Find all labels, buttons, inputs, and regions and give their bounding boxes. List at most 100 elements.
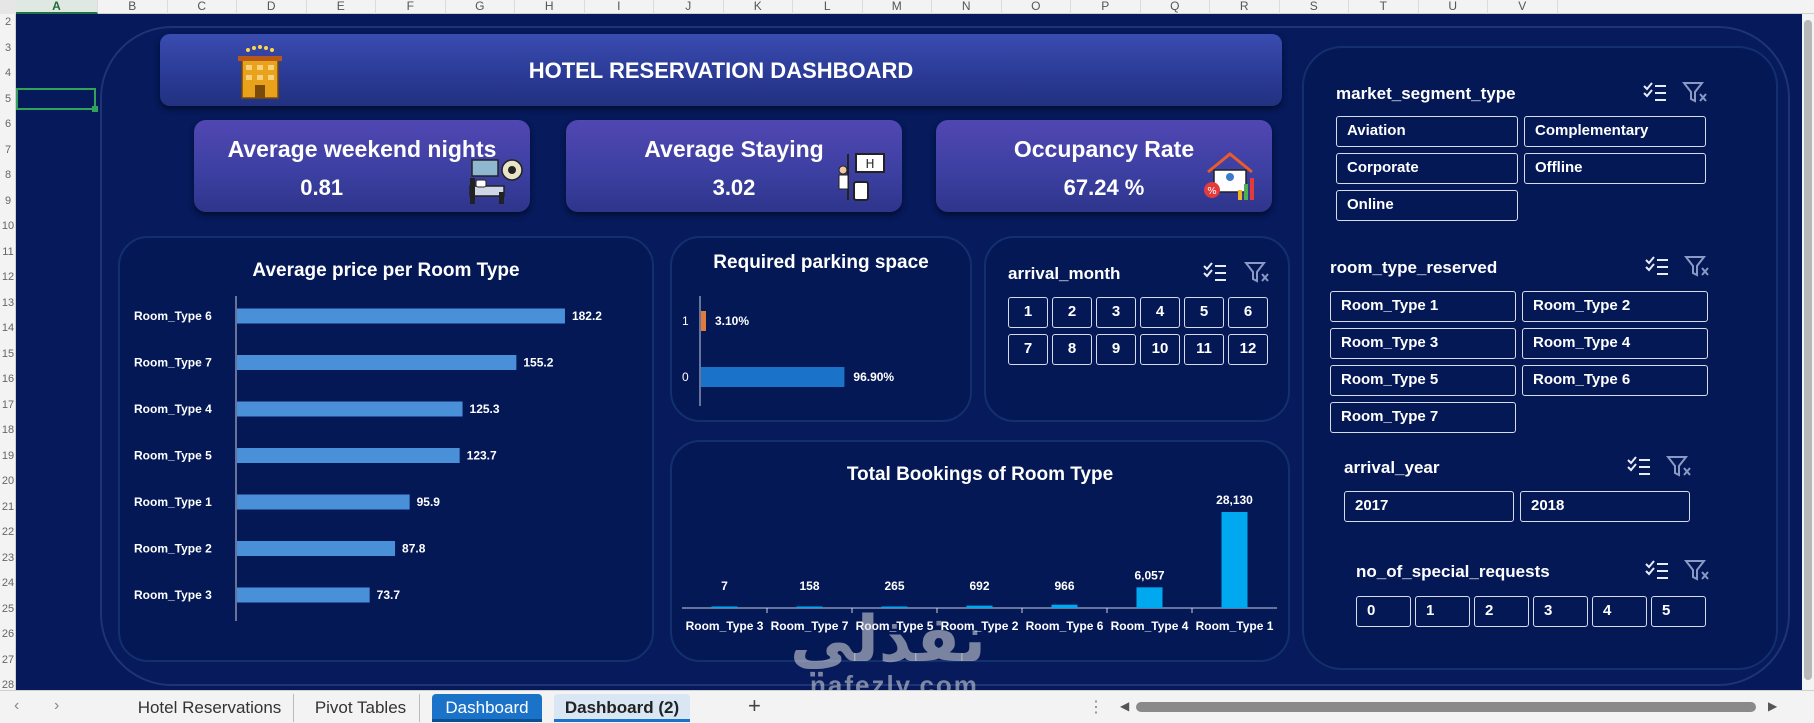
tab-dashboard[interactable]: Dashboard <box>432 694 542 722</box>
scroll-left-icon[interactable]: ◀ <box>1120 699 1130 713</box>
slicer-item-year-2018[interactable]: 2018 <box>1520 491 1690 522</box>
slicer-item-month-11[interactable]: 11 <box>1184 334 1224 365</box>
slicer-item-requests-5[interactable]: 5 <box>1651 596 1706 627</box>
column-header-n[interactable]: N <box>932 0 1002 14</box>
next-sheet-icon[interactable]: › <box>54 697 60 714</box>
slicer-item-requests-2[interactable]: 2 <box>1474 596 1529 627</box>
column-header-q[interactable]: Q <box>1141 0 1210 14</box>
slicer-item-month-5[interactable]: 5 <box>1184 297 1224 328</box>
row-header-24[interactable]: 24 <box>1 577 15 589</box>
row-header-9[interactable]: 9 <box>4 194 12 207</box>
clear-filter-icon[interactable] <box>1244 261 1270 283</box>
column-header-r[interactable]: R <box>1210 0 1280 14</box>
row-header-18[interactable]: 18 <box>1 424 15 436</box>
slicer-item-month-3[interactable]: 3 <box>1096 297 1136 328</box>
column-header-m[interactable]: M <box>863 0 932 14</box>
row-header-2[interactable]: 2 <box>4 16 12 28</box>
slicer-item-month-8[interactable]: 8 <box>1052 334 1092 365</box>
slicer-item-requests-1[interactable]: 1 <box>1415 596 1470 627</box>
row-header-27[interactable]: 27 <box>1 653 15 666</box>
row-header-8[interactable]: 8 <box>4 169 12 181</box>
slicer-item-segment-corporate[interactable]: Corporate <box>1336 153 1518 184</box>
row-header-25[interactable]: 25 <box>1 602 15 615</box>
multi-select-icon[interactable] <box>1202 261 1228 283</box>
row-header-14[interactable]: 14 <box>1 322 15 334</box>
column-header-h[interactable]: H <box>515 0 585 14</box>
selected-cell-a4[interactable] <box>16 88 98 112</box>
clear-filter-icon[interactable] <box>1682 81 1708 103</box>
slicer-item-month-4[interactable]: 4 <box>1140 297 1180 328</box>
row-header-10[interactable]: 10 <box>1 220 15 232</box>
column-header-f[interactable]: F <box>376 0 446 14</box>
vertical-scrollbar[interactable] <box>1802 14 1814 690</box>
slicer-item-requests-0[interactable]: 0 <box>1356 596 1411 627</box>
row-header-16[interactable]: 16 <box>1 373 15 385</box>
scroll-right-icon[interactable]: ▶ <box>1768 699 1778 713</box>
column-header-o[interactable]: O <box>1002 0 1071 14</box>
multi-select-icon[interactable] <box>1642 81 1668 103</box>
select-all-corner[interactable] <box>0 0 16 14</box>
row-header-28[interactable]: 28 <box>1 679 15 691</box>
column-header-b[interactable]: B <box>98 0 168 14</box>
slicer-item-month-9[interactable]: 9 <box>1096 334 1136 365</box>
row-header-19[interactable]: 19 <box>1 449 15 462</box>
multi-select-icon[interactable] <box>1644 255 1670 277</box>
slicer-item-segment-offline[interactable]: Offline <box>1524 153 1706 184</box>
slicer-item-room-type-5[interactable]: Room_Type 5 <box>1330 365 1516 396</box>
slicer-item-requests-3[interactable]: 3 <box>1533 596 1588 627</box>
slicer-item-month-7[interactable]: 7 <box>1008 334 1048 365</box>
row-header-12[interactable]: 12 <box>1 271 15 283</box>
more-options-icon[interactable]: ⋮ <box>1088 699 1104 716</box>
column-header-p[interactable]: P <box>1071 0 1141 14</box>
row-header-6[interactable]: 6 <box>4 118 12 130</box>
slicer-item-room-type-1[interactable]: Room_Type 1 <box>1330 291 1516 322</box>
row-header-17[interactable]: 17 <box>1 398 15 411</box>
multi-select-icon[interactable] <box>1644 559 1670 581</box>
row-header-5[interactable]: 5 <box>4 92 12 105</box>
row-header-26[interactable]: 26 <box>1 628 15 640</box>
column-header-t[interactable]: T <box>1349 0 1419 14</box>
slicer-item-segment-online[interactable]: Online <box>1336 190 1518 221</box>
column-header-i[interactable]: I <box>585 0 654 14</box>
horizontal-scrollbar[interactable]: ◀ ▶ <box>1120 699 1778 713</box>
slicer-item-month-6[interactable]: 6 <box>1228 297 1268 328</box>
slicer-item-segment-aviation[interactable]: Aviation <box>1336 116 1518 147</box>
slicer-item-requests-4[interactable]: 4 <box>1592 596 1647 627</box>
tab-hotel-reservations[interactable]: Hotel Reservations <box>126 694 294 722</box>
column-header-v[interactable]: V <box>1488 0 1558 14</box>
clear-filter-icon[interactable] <box>1666 455 1692 477</box>
slicer-item-month-10[interactable]: 10 <box>1140 334 1180 365</box>
slicer-item-year-2017[interactable]: 2017 <box>1344 491 1514 522</box>
column-header-a[interactable]: A <box>16 0 98 14</box>
tab-pivot-tables[interactable]: Pivot Tables <box>302 694 420 722</box>
row-header-20[interactable]: 20 <box>1 475 15 487</box>
row-header-15[interactable]: 15 <box>1 347 15 360</box>
row-header-7[interactable]: 7 <box>4 143 12 156</box>
clear-filter-icon[interactable] <box>1684 559 1710 581</box>
slicer-item-room-type-6[interactable]: Room_Type 6 <box>1522 365 1708 396</box>
tab-dashboard-2[interactable]: Dashboard (2) <box>554 694 690 722</box>
column-header-g[interactable]: G <box>446 0 515 14</box>
horizontal-scroll-thumb[interactable] <box>1136 702 1756 712</box>
column-header-s[interactable]: S <box>1280 0 1349 14</box>
slicer-item-room-type-3[interactable]: Room_Type 3 <box>1330 328 1516 359</box>
row-header-3[interactable]: 3 <box>4 41 12 54</box>
row-header-13[interactable]: 13 <box>1 296 15 309</box>
multi-select-icon[interactable] <box>1626 455 1652 477</box>
row-header-11[interactable]: 11 <box>2 245 14 258</box>
column-header-k[interactable]: K <box>724 0 793 14</box>
column-header-c[interactable]: C <box>168 0 237 14</box>
column-header-u[interactable]: U <box>1419 0 1488 14</box>
row-header-21[interactable]: 21 <box>1 500 15 513</box>
column-header-e[interactable]: E <box>307 0 376 14</box>
prev-sheet-icon[interactable]: ‹ <box>14 697 20 714</box>
fill-handle[interactable] <box>92 106 98 112</box>
slicer-item-segment-complementary[interactable]: Complementary <box>1524 116 1706 147</box>
row-header-22[interactable]: 22 <box>1 526 15 538</box>
row-header-23[interactable]: 23 <box>1 551 15 564</box>
add-sheet-icon[interactable]: + <box>748 693 761 718</box>
column-header-l[interactable]: L <box>793 0 863 14</box>
slicer-item-room-type-7[interactable]: Room_Type 7 <box>1330 402 1516 433</box>
row-header-4[interactable]: 4 <box>4 67 12 79</box>
column-header-j[interactable]: J <box>654 0 724 14</box>
